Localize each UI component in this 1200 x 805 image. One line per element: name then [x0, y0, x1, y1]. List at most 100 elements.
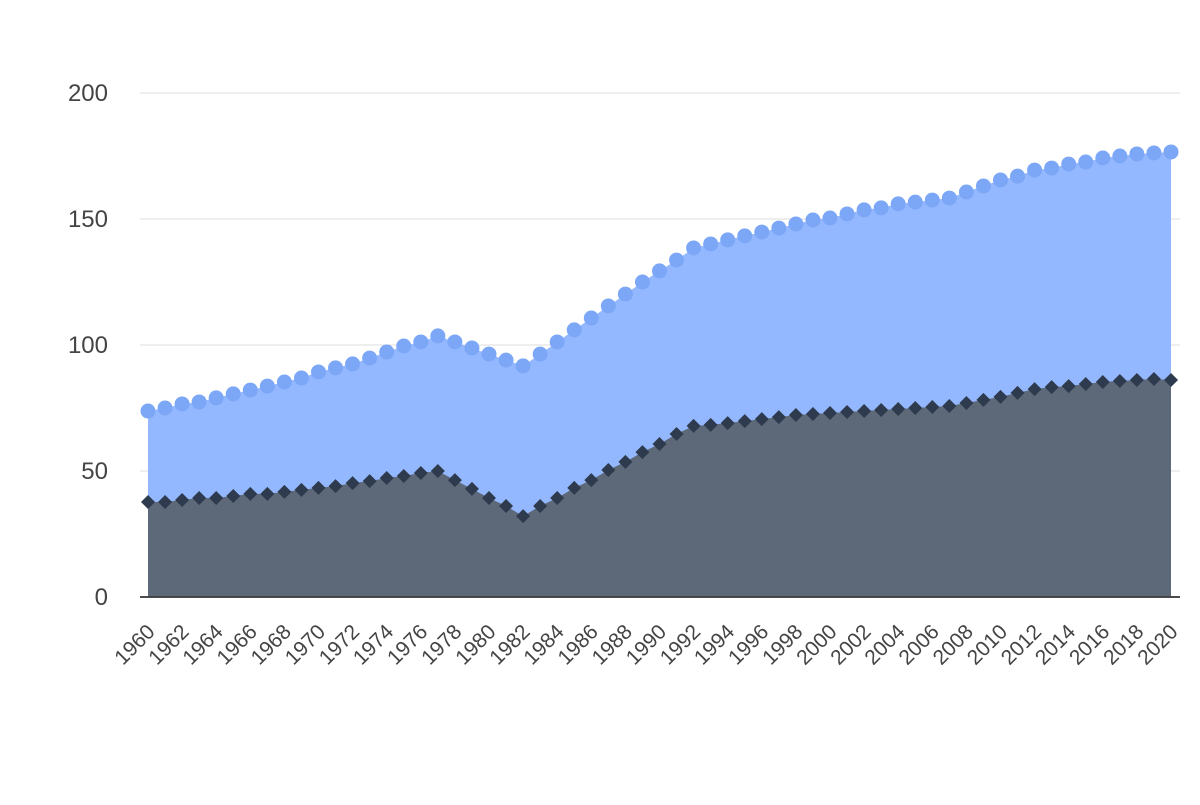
marker: [771, 410, 786, 425]
x-tick-label: 2020: [1133, 620, 1182, 669]
marker: [1112, 374, 1127, 389]
marker: [823, 406, 837, 421]
marker: [1112, 148, 1128, 164]
marker: [276, 374, 292, 390]
marker: [293, 370, 309, 386]
marker: [686, 418, 701, 433]
marker: [1078, 154, 1094, 170]
marker: [208, 390, 224, 406]
marker: [669, 426, 684, 441]
marker: [175, 492, 190, 507]
marker: [430, 464, 445, 478]
marker: [600, 298, 616, 314]
marker: [362, 474, 377, 489]
marker: [550, 490, 565, 505]
marker: [771, 220, 787, 236]
marker: [634, 274, 650, 290]
marker: [976, 392, 991, 407]
marker: [891, 402, 906, 417]
y-tick-label: 0: [95, 584, 108, 611]
marker: [1010, 168, 1026, 184]
marker: [584, 473, 599, 488]
marker: [1146, 145, 1162, 161]
marker: [430, 328, 446, 344]
marker: [516, 509, 531, 524]
marker: [993, 172, 1008, 188]
marker: [396, 338, 412, 354]
y-tick-label: 200: [68, 80, 108, 107]
marker: [788, 408, 803, 423]
marker: [328, 360, 344, 376]
marker: [1129, 146, 1145, 162]
marker: [396, 469, 411, 484]
marker: [447, 473, 462, 488]
marker: [703, 236, 719, 252]
marker: [362, 350, 378, 366]
marker: [737, 228, 753, 244]
marker: [925, 399, 940, 414]
marker: [1044, 380, 1059, 395]
marker: [1078, 377, 1093, 392]
marker: [379, 471, 394, 486]
marker: [958, 184, 974, 200]
marker: [141, 494, 155, 509]
marker: [294, 482, 309, 497]
marker: [1027, 382, 1042, 397]
marker: [498, 352, 514, 368]
marker: [583, 310, 599, 326]
marker: [549, 334, 565, 350]
marker: [737, 414, 752, 429]
marker: [209, 490, 224, 505]
marker: [617, 286, 633, 302]
marker: [157, 400, 173, 416]
marker: [413, 334, 429, 350]
marker: [635, 445, 650, 460]
marker: [532, 346, 548, 362]
marker: [942, 398, 957, 413]
marker: [259, 378, 275, 394]
marker: [874, 403, 889, 418]
marker: [805, 407, 820, 422]
marker: [1164, 373, 1178, 388]
marker: [1010, 385, 1025, 400]
marker: [993, 389, 1008, 404]
marker: [226, 488, 241, 503]
marker: [975, 178, 991, 194]
marker: [1044, 160, 1060, 176]
marker: [686, 240, 702, 256]
marker: [822, 210, 838, 226]
marker: [192, 490, 207, 505]
marker: [1061, 156, 1077, 172]
marker: [140, 403, 156, 419]
marker: [311, 364, 326, 380]
marker: [720, 416, 735, 431]
marker: [413, 466, 428, 481]
marker: [890, 196, 906, 212]
marker: [464, 481, 479, 496]
marker: [1095, 150, 1111, 166]
marker: [652, 263, 667, 279]
marker: [311, 480, 326, 495]
marker: [499, 499, 514, 514]
marker: [447, 334, 463, 350]
marker: [243, 486, 258, 501]
marker: [345, 356, 361, 372]
marker: [959, 395, 974, 410]
marker: [805, 212, 821, 228]
marker: [464, 340, 480, 356]
marker: [379, 344, 395, 360]
marker: [345, 476, 360, 491]
marker: [515, 358, 531, 374]
marker: [669, 252, 685, 268]
marker: [1095, 375, 1110, 390]
marker: [856, 202, 872, 218]
marker: [277, 484, 292, 499]
marker: [839, 206, 855, 222]
marker: [941, 190, 957, 206]
marker: [174, 396, 190, 412]
marker: [703, 417, 718, 432]
marker: [481, 346, 497, 362]
marker: [1146, 372, 1161, 387]
marker: [533, 499, 548, 514]
